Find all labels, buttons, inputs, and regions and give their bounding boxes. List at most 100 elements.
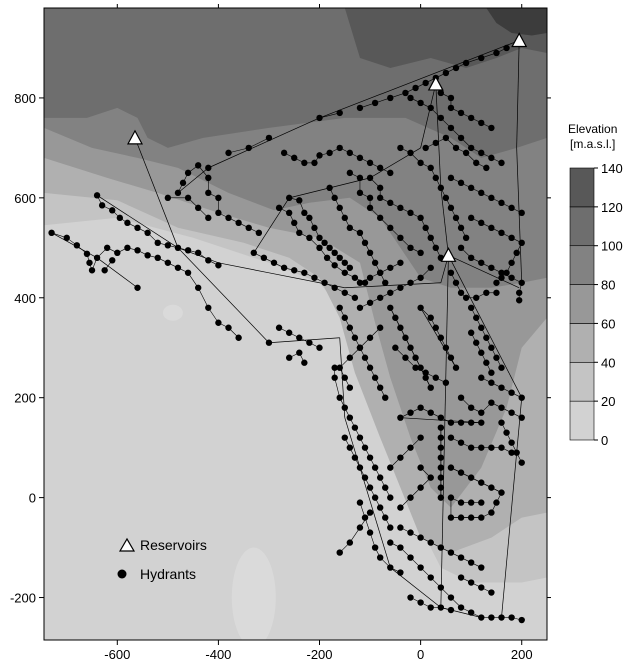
hydrant-point [417, 214, 424, 222]
hydrant-point [498, 404, 505, 411]
hydrant-point [407, 444, 414, 451]
hydrant-point [316, 244, 323, 252]
hydrant-point [503, 44, 510, 52]
y-tick-label: 600 [14, 191, 36, 206]
hydrant-point [437, 114, 445, 122]
hydrant-point [101, 267, 108, 274]
hydrant-point [356, 434, 364, 441]
hydrant-point [376, 194, 384, 202]
hydrant-point [452, 279, 460, 286]
hydrant-point [508, 274, 515, 281]
reservoir-triangle [440, 247, 457, 262]
hydrant-point [518, 616, 525, 624]
hydrant-point [245, 144, 252, 152]
hydrant-point [306, 214, 313, 222]
hydrant-point [93, 192, 101, 199]
hydrant-point [452, 64, 460, 72]
hydrant-point [478, 119, 485, 127]
colorbar-swatch [569, 206, 595, 247]
hydrant-point [467, 559, 475, 566]
hydrant-point [285, 329, 293, 336]
hydrant-point [498, 199, 505, 207]
hydrant-point [467, 329, 475, 336]
hydrant-point [275, 324, 283, 331]
hydrant-point [407, 209, 414, 217]
hydrant-point [336, 394, 343, 401]
hydrant-point [376, 164, 384, 172]
hydrant-point [488, 589, 495, 596]
hydrant-point [478, 189, 485, 197]
hydrant-point [447, 104, 455, 112]
hydrant-point [518, 459, 525, 466]
hydrant-point [513, 449, 520, 456]
hydrant-point [473, 339, 480, 346]
pipe-segment [334, 377, 341, 398]
hydrant-point [356, 104, 364, 112]
colorbar-tick-label: 60 [601, 316, 615, 331]
hydrant-point [336, 549, 343, 556]
colorbar-swatch [569, 323, 595, 363]
x-tick-label: -600 [104, 647, 130, 662]
hydrant-point [397, 504, 404, 511]
hydrant-point [437, 484, 445, 491]
y-axis: -200 0 200 400 600 800 [10, 91, 551, 606]
hydrant-point [483, 164, 490, 172]
hydrant-point [205, 164, 212, 172]
hydrant-point [366, 174, 374, 182]
hydrant-point [301, 359, 308, 366]
hydrant-point [508, 409, 515, 416]
reservoir-triangle [126, 129, 143, 145]
hydrant-point [467, 214, 475, 222]
hydrant-point [184, 169, 192, 177]
hydrant-point [356, 154, 364, 162]
hydrant-point [478, 564, 485, 571]
hydrant-point [452, 144, 460, 152]
hydrant-point [447, 204, 455, 212]
hydrant-point [513, 249, 520, 257]
hydrant-point [356, 344, 364, 351]
hydrant-point [417, 564, 424, 571]
hydrant-point [356, 304, 364, 311]
hydrant-point [493, 354, 500, 361]
hydrant-point [427, 409, 434, 416]
hydrant-point [457, 394, 465, 401]
hydrant-point [473, 314, 480, 321]
hydrant-point [361, 474, 369, 481]
x-axis: -600 -400 -200 0 200 [104, 4, 533, 662]
hydrant-point [280, 149, 288, 157]
hydrant-point [437, 494, 445, 501]
pipe-segment [448, 254, 520, 289]
pipe-segment [501, 397, 523, 618]
hydrant-point [488, 369, 495, 376]
hydrant-point [346, 414, 354, 421]
hydrant-point [63, 234, 70, 242]
hydrant-point [291, 219, 298, 227]
legend-hydrants-label: Hydrants [140, 566, 196, 582]
hydrant-point [447, 124, 455, 132]
hydrant-point [407, 149, 414, 157]
hydrant-point [331, 284, 338, 291]
hydrant-point [331, 364, 338, 371]
hydrant-point [397, 414, 404, 421]
hydrant-point [382, 394, 389, 401]
hydrant-point [457, 469, 465, 476]
hydrant-point [427, 264, 434, 271]
hydrant-point [341, 214, 348, 222]
hydrant-point [387, 539, 394, 546]
hydrant-point [316, 152, 323, 159]
hydrant-point [478, 444, 485, 451]
hydrant-point [488, 344, 495, 351]
hydrant-point [225, 214, 232, 222]
hydrant-point [493, 499, 500, 506]
hydrant-point [235, 334, 242, 341]
hydrant-point [225, 149, 232, 157]
colorbar-tick-label: 0 [601, 433, 608, 448]
hydrant-point [467, 474, 475, 481]
hydrant-point [205, 304, 212, 311]
hydrant-point [285, 354, 293, 361]
hydrant-point [427, 474, 434, 481]
hydrant-point [103, 244, 111, 252]
hydrant-point [361, 279, 369, 286]
legend-reservoir-triangle-icon [118, 537, 136, 552]
hydrant-point [478, 149, 485, 157]
